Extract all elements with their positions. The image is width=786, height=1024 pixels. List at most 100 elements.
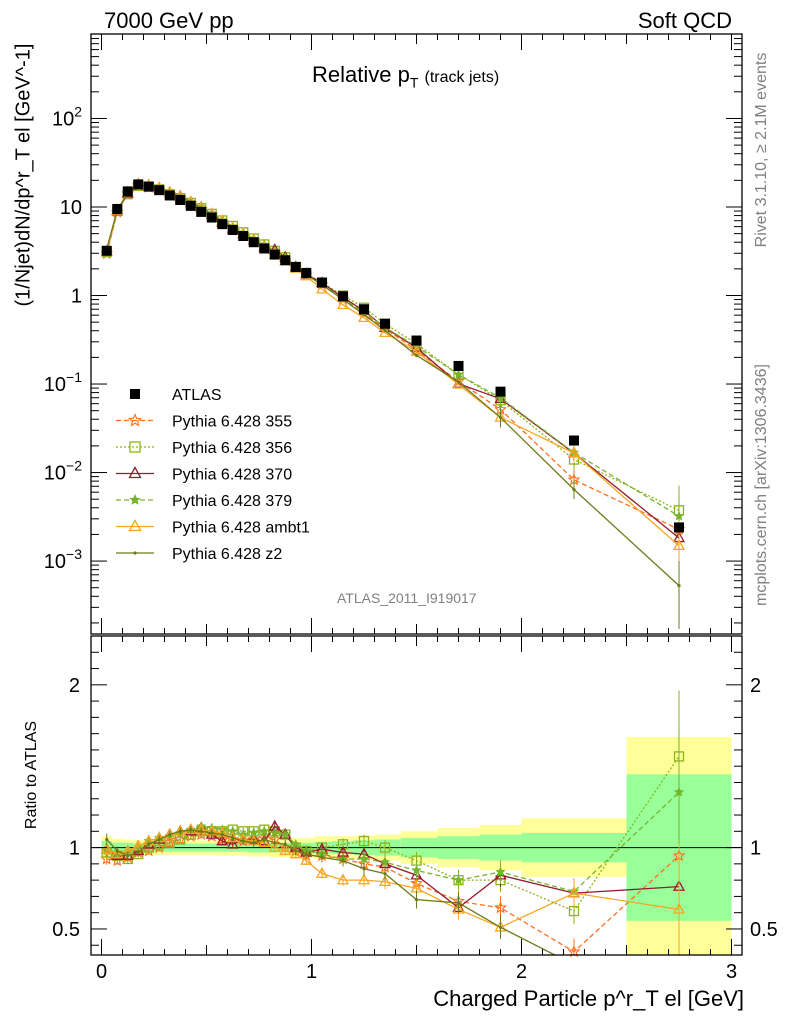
- marker-triangle: [128, 466, 142, 479]
- marker-dot: [456, 380, 461, 384]
- x-tick-label: 0: [96, 961, 107, 983]
- marker-triangle: [128, 519, 142, 532]
- marker-triangle: [268, 840, 281, 852]
- marker-dot: [115, 849, 119, 853]
- marker-dot: [220, 832, 224, 837]
- marker-dot: [414, 898, 419, 902]
- ratio-tick-label-left: 2: [69, 675, 80, 697]
- marker-triangle: [567, 446, 581, 458]
- marker-triangle: [111, 847, 124, 859]
- legend-label: Pythia 6.428 ambt1: [172, 520, 310, 537]
- marker-data: [290, 261, 301, 272]
- marker-data: [185, 200, 196, 211]
- marker-star-filled: [269, 827, 281, 838]
- legend-entry: Pythia 6.428 ambt1: [116, 519, 310, 537]
- marker-dot: [677, 584, 681, 588]
- ratio-tick-label-right: 0.5: [750, 919, 778, 941]
- y-tick-exponent: −3: [66, 546, 82, 562]
- legend-label: Pythia 6.428 z2: [172, 546, 282, 563]
- marker-triangle: [100, 842, 113, 854]
- marker-star-filled: [258, 825, 270, 836]
- legend-entry: ATLAS: [130, 387, 222, 404]
- legend-label: ATLAS: [172, 387, 222, 404]
- marker-data: [411, 335, 422, 346]
- y-tick-exponent: 2: [74, 103, 82, 119]
- ratio-tick-label-right: 1: [750, 838, 761, 860]
- marker-square: [358, 835, 370, 847]
- marker-data: [674, 522, 684, 533]
- marker-dot: [157, 837, 161, 842]
- y-ticks-main: 10−3 10−2 10−1 1 10 102: [44, 33, 742, 624]
- y-tick-label: 10: [60, 197, 82, 219]
- y-ticks-ratio: 0.5 0.5 1 1 2 2: [52, 651, 778, 946]
- main-line: [106, 184, 680, 530]
- legend-label: Pythia 6.428 356: [172, 440, 292, 457]
- marker-dot: [168, 832, 172, 837]
- marker-star-filled: [453, 874, 464, 885]
- marker-dot: [283, 842, 287, 846]
- legend-label: Pythia 6.428 370: [172, 467, 292, 484]
- marker-star: [567, 944, 581, 958]
- marker-dot: [383, 872, 387, 876]
- marker-square: [568, 905, 580, 917]
- marker-square: [129, 441, 141, 453]
- marker-data: [164, 190, 175, 201]
- marker-triangle: [672, 902, 686, 914]
- plot-title: Relative pT (track jets): [312, 62, 499, 90]
- marker-triangle: [300, 853, 313, 865]
- legend-graphics: ATLAS Pythia 6.428 355 Pythia 6.428 356 Pyt…: [116, 387, 310, 563]
- marker-dot: [241, 839, 245, 843]
- marker-data: [217, 219, 228, 230]
- marker-data: [269, 249, 280, 260]
- y-tick-exponent: −2: [66, 458, 82, 474]
- marker-dot: [362, 867, 366, 871]
- marker-data: [338, 291, 348, 302]
- header-right: Soft QCD: [637, 8, 732, 33]
- x-axis-label: Charged Particle p^r_T el [GeV]: [433, 986, 744, 1011]
- marker-data: [569, 435, 579, 446]
- marker-data: [495, 386, 506, 397]
- y-axis-label-main: (1/Njet)dN/dp^r_T el [GeV^-1]: [12, 43, 35, 307]
- marker-data: [359, 304, 369, 315]
- marker-data: [175, 194, 186, 205]
- marker-dot: [341, 859, 345, 863]
- marker-triangle: [279, 844, 292, 856]
- legend-entry: Pythia 6.428 355: [116, 413, 292, 431]
- x-tick-label: 2: [516, 961, 527, 983]
- marker-data: [112, 203, 123, 214]
- y-tick-label: 10−1: [44, 369, 82, 396]
- legend-entry: Pythia 6.428 370: [116, 466, 292, 484]
- marker-data: [259, 243, 270, 254]
- ratio-series-1: [101, 690, 685, 925]
- marker-data: [130, 389, 140, 399]
- marker-dot: [383, 328, 387, 333]
- plot-title-sub: T: [409, 74, 419, 91]
- marker-triangle: [672, 539, 686, 551]
- marker-dot: [189, 828, 193, 832]
- marker-dot: [147, 842, 151, 846]
- analysis-label: ATLAS_2011_I919017: [337, 590, 477, 606]
- marker-triangle: [357, 873, 371, 885]
- marker-triangle: [258, 835, 271, 847]
- plot-title-main: Relative p: [312, 62, 410, 87]
- marker-dot: [414, 353, 419, 357]
- y-tick-label: 10−3: [44, 546, 82, 573]
- main-data-series: [101, 179, 684, 533]
- marker-dot: [136, 850, 140, 855]
- legend-label: Pythia 6.428 379: [172, 493, 292, 510]
- marker-triangle: [216, 834, 229, 846]
- marker-dot: [572, 487, 576, 492]
- ratio-series-5: [105, 826, 557, 955]
- ratio-tick-label-right: 2: [750, 675, 761, 697]
- marker-triangle: [226, 837, 239, 849]
- marker-dot: [199, 829, 203, 833]
- marker-data: [301, 267, 312, 278]
- marker-data: [206, 212, 217, 223]
- legend-entry: Pythia 6.428 z2: [116, 546, 282, 563]
- marker-dot: [133, 551, 137, 555]
- y-axis-label-ratio: Ratio to ATLAS: [23, 720, 40, 830]
- ratio-tick-label-left: 0.5: [52, 919, 80, 941]
- plot-title-suffix: (track jets): [424, 69, 500, 86]
- legend-entry: Pythia 6.428 379: [116, 493, 292, 510]
